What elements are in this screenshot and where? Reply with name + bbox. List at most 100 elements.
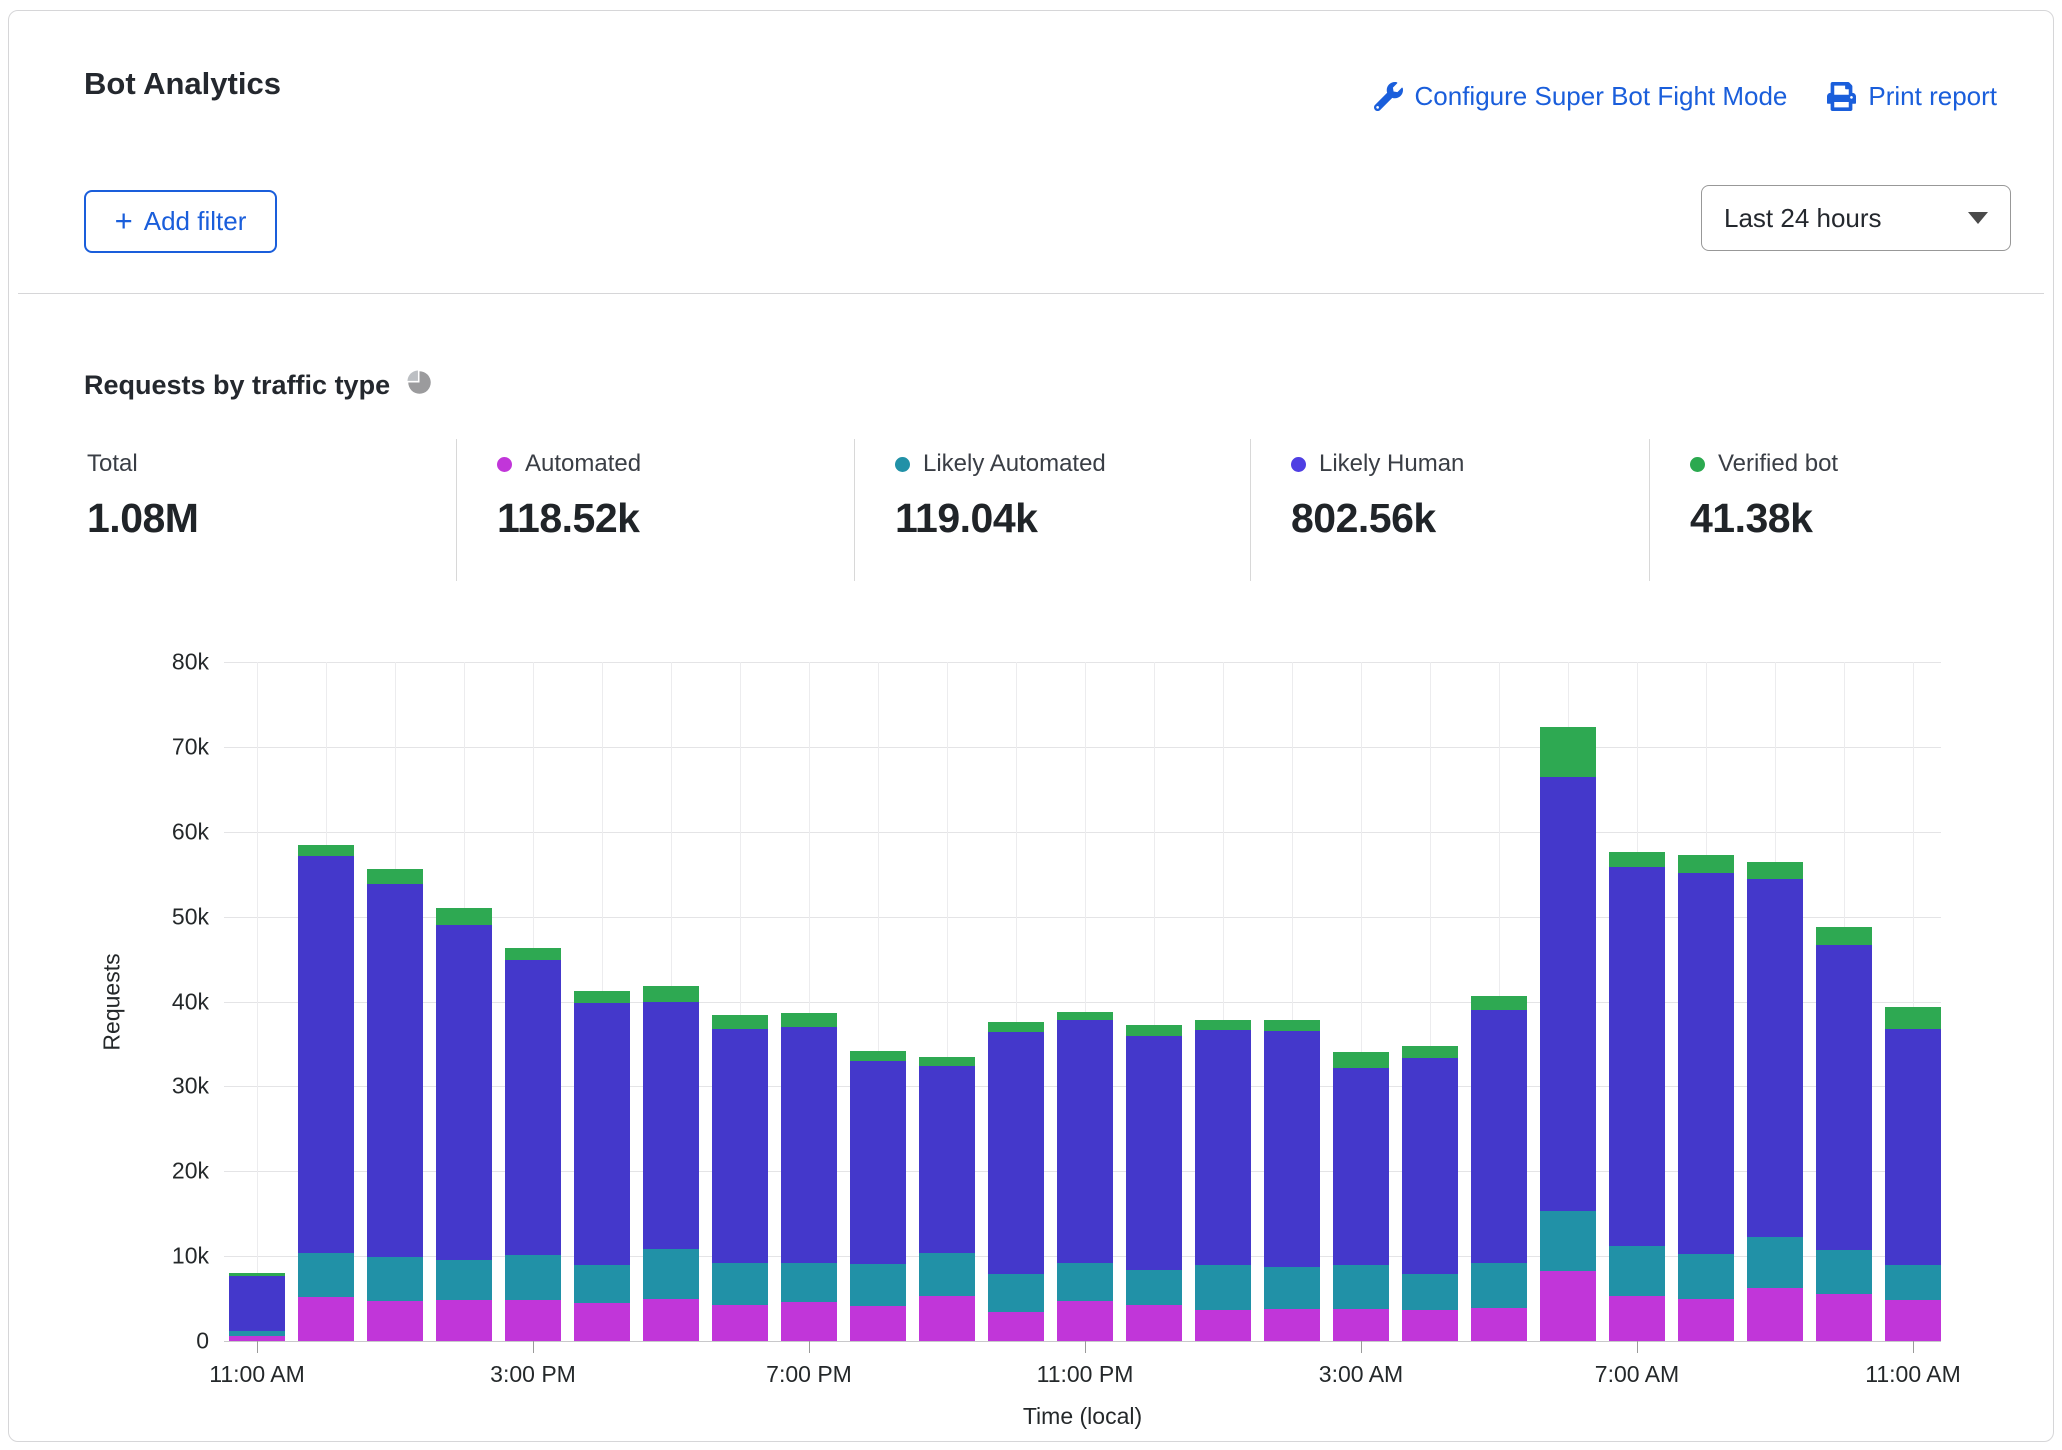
add-filter-label: Add filter xyxy=(144,206,247,237)
bar-group[interactable] xyxy=(1126,662,1182,1341)
bar-group[interactable] xyxy=(1816,662,1872,1341)
bar-group[interactable] xyxy=(1678,662,1734,1341)
bar-segment-likely-automated xyxy=(1609,1246,1665,1296)
stat-automated: Automated 118.52k xyxy=(456,439,854,581)
bar-group[interactable] xyxy=(1057,662,1113,1341)
bar-segment-automated xyxy=(919,1296,975,1341)
bar-segment-automated xyxy=(436,1300,492,1341)
bar-group[interactable] xyxy=(1195,662,1251,1341)
x-axis-title: Time (local) xyxy=(1023,1403,1142,1430)
bar-group[interactable] xyxy=(505,662,561,1341)
bar-segment-verified-bot xyxy=(1540,727,1596,778)
bar-segment-likely-human xyxy=(1402,1058,1458,1274)
bar-segment-likely-human xyxy=(1333,1068,1389,1265)
bar-segment-likely-human xyxy=(1057,1020,1113,1263)
bar-segment-likely-human xyxy=(850,1061,906,1264)
bar-segment-likely-automated xyxy=(850,1264,906,1306)
print-report-link[interactable]: Print report xyxy=(1827,81,1997,112)
bar-segment-verified-bot xyxy=(229,1273,285,1276)
bar-segment-likely-human xyxy=(1816,945,1872,1251)
bar-segment-likely-automated xyxy=(988,1274,1044,1312)
add-filter-button[interactable]: + Add filter xyxy=(84,190,277,253)
bar-group[interactable] xyxy=(436,662,492,1341)
bar-group[interactable] xyxy=(1402,662,1458,1341)
bar-segment-likely-human xyxy=(505,960,561,1255)
bar-segment-verified-bot xyxy=(1747,862,1803,879)
bar-group[interactable] xyxy=(1885,662,1941,1341)
bar-segment-likely-automated xyxy=(298,1253,354,1297)
bar-group[interactable] xyxy=(1540,662,1596,1341)
bar-segment-verified-bot xyxy=(919,1057,975,1066)
bar-segment-likely-automated xyxy=(1126,1270,1182,1306)
y-tick-label: 70k xyxy=(172,733,209,760)
y-tick-label: 60k xyxy=(172,818,209,845)
y-tick-label: 40k xyxy=(172,988,209,1015)
configure-super-bot-fight-mode-link[interactable]: Configure Super Bot Fight Mode xyxy=(1374,81,1788,112)
bar-segment-likely-human xyxy=(1678,873,1734,1254)
bar-segment-likely-automated xyxy=(505,1255,561,1300)
bar-group[interactable] xyxy=(1471,662,1527,1341)
bar-segment-likely-human xyxy=(1540,777,1596,1211)
plot-area: Requests Time (local) 010k20k30k40k50k60… xyxy=(224,662,1941,1341)
bar-group[interactable] xyxy=(1333,662,1389,1341)
stat-total: Total 1.08M xyxy=(87,439,456,581)
bar-segment-automated xyxy=(1126,1305,1182,1341)
legend-dot-verified-bot xyxy=(1690,457,1705,472)
bar-segment-automated xyxy=(1678,1299,1734,1341)
bar-group[interactable] xyxy=(574,662,630,1341)
bar-group[interactable] xyxy=(643,662,699,1341)
bar-group[interactable] xyxy=(781,662,837,1341)
bar-segment-likely-automated xyxy=(643,1249,699,1300)
stats-row: Total 1.08M Automated 118.52k Likely Aut… xyxy=(87,439,2001,581)
x-tick xyxy=(257,1341,258,1353)
bar-segment-automated xyxy=(1540,1271,1596,1341)
x-tick xyxy=(809,1341,810,1353)
bar-group[interactable] xyxy=(1747,662,1803,1341)
x-tick-label: 7:00 AM xyxy=(1595,1361,1679,1388)
x-tick xyxy=(1085,1341,1086,1353)
bar-group[interactable] xyxy=(919,662,975,1341)
bar-segment-verified-bot xyxy=(643,986,699,1001)
bar-segment-likely-human xyxy=(298,856,354,1253)
bar-group[interactable] xyxy=(229,662,285,1341)
bar-segment-likely-automated xyxy=(574,1265,630,1303)
y-tick-label: 20k xyxy=(172,1158,209,1185)
print-link-label: Print report xyxy=(1868,81,1997,112)
bar-segment-likely-automated xyxy=(1678,1254,1734,1299)
section-title-row: Requests by traffic type xyxy=(84,369,433,401)
pie-chart-icon xyxy=(406,369,433,401)
y-tick-label: 0 xyxy=(196,1328,209,1355)
bar-segment-verified-bot xyxy=(1471,996,1527,1010)
plus-icon: + xyxy=(115,205,133,236)
bar-segment-verified-bot xyxy=(574,991,630,1003)
stat-label: Total xyxy=(87,450,138,478)
bar-group[interactable] xyxy=(712,662,768,1341)
header-links: Configure Super Bot Fight Mode Print rep… xyxy=(1374,81,1997,112)
bar-segment-verified-bot xyxy=(1333,1052,1389,1067)
printer-icon xyxy=(1827,82,1856,111)
x-tick-label: 7:00 PM xyxy=(766,1361,852,1388)
bar-segment-automated xyxy=(850,1306,906,1341)
bar-segment-automated xyxy=(367,1301,423,1341)
x-tick xyxy=(1361,1341,1362,1353)
bar-segment-verified-bot xyxy=(1678,855,1734,873)
bar-group[interactable] xyxy=(850,662,906,1341)
bar-segment-verified-bot xyxy=(1402,1046,1458,1059)
bar-segment-verified-bot xyxy=(436,908,492,925)
bar-group[interactable] xyxy=(988,662,1044,1341)
bar-group[interactable] xyxy=(367,662,423,1341)
bar-segment-verified-bot xyxy=(1885,1007,1941,1029)
y-tick-label: 30k xyxy=(172,1073,209,1100)
bar-segment-automated xyxy=(1333,1309,1389,1341)
stat-value: 119.04k xyxy=(895,495,1250,542)
bar-segment-automated xyxy=(1816,1294,1872,1341)
x-tick-label: 3:00 AM xyxy=(1319,1361,1403,1388)
bar-group[interactable] xyxy=(1264,662,1320,1341)
bar-segment-likely-automated xyxy=(1333,1265,1389,1309)
bar-group[interactable] xyxy=(1609,662,1665,1341)
bar-segment-likely-human xyxy=(574,1003,630,1264)
bar-segment-likely-automated xyxy=(1264,1267,1320,1309)
stat-label: Verified bot xyxy=(1718,450,1838,478)
bar-group[interactable] xyxy=(298,662,354,1341)
time-range-dropdown[interactable]: Last 24 hours xyxy=(1701,185,2011,251)
